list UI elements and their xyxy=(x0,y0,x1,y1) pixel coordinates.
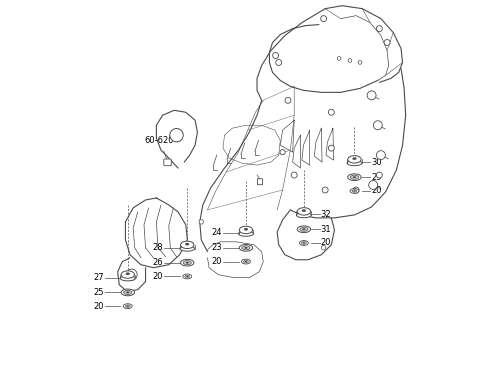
Circle shape xyxy=(199,220,204,224)
Ellipse shape xyxy=(121,289,134,296)
Ellipse shape xyxy=(242,246,250,250)
Text: 60-620: 60-620 xyxy=(144,136,174,145)
Circle shape xyxy=(273,53,278,59)
Ellipse shape xyxy=(180,241,194,248)
Ellipse shape xyxy=(125,305,130,307)
Ellipse shape xyxy=(350,188,359,193)
Ellipse shape xyxy=(243,260,248,263)
Text: 30: 30 xyxy=(371,158,382,167)
Text: 20: 20 xyxy=(211,257,222,266)
Ellipse shape xyxy=(120,276,135,281)
Text: 20: 20 xyxy=(321,238,331,247)
Circle shape xyxy=(328,145,335,151)
Circle shape xyxy=(276,59,282,65)
Ellipse shape xyxy=(300,241,308,245)
Ellipse shape xyxy=(126,292,129,293)
Text: 29: 29 xyxy=(371,173,382,182)
Circle shape xyxy=(369,181,378,189)
Ellipse shape xyxy=(350,175,359,179)
Ellipse shape xyxy=(301,242,306,244)
Circle shape xyxy=(321,16,326,22)
Text: 20: 20 xyxy=(153,272,163,281)
Ellipse shape xyxy=(126,273,130,275)
Circle shape xyxy=(126,269,137,280)
Circle shape xyxy=(337,57,341,60)
Circle shape xyxy=(373,121,382,130)
Ellipse shape xyxy=(123,304,132,308)
Circle shape xyxy=(376,26,383,32)
Ellipse shape xyxy=(244,228,248,231)
Circle shape xyxy=(437,257,442,262)
Ellipse shape xyxy=(186,276,188,277)
Ellipse shape xyxy=(245,247,247,248)
Ellipse shape xyxy=(302,229,305,230)
Ellipse shape xyxy=(127,305,129,307)
Ellipse shape xyxy=(352,189,357,192)
Circle shape xyxy=(376,151,385,160)
Circle shape xyxy=(353,187,359,193)
Ellipse shape xyxy=(354,190,355,191)
Text: 23: 23 xyxy=(211,243,222,252)
Ellipse shape xyxy=(347,160,362,166)
Circle shape xyxy=(291,172,297,178)
Ellipse shape xyxy=(245,261,247,262)
Ellipse shape xyxy=(300,227,308,231)
Ellipse shape xyxy=(348,174,361,181)
Text: 20: 20 xyxy=(94,302,104,311)
Text: 28: 28 xyxy=(153,243,163,252)
Ellipse shape xyxy=(183,274,192,279)
Ellipse shape xyxy=(186,262,189,263)
Text: 25: 25 xyxy=(94,288,104,297)
Ellipse shape xyxy=(183,261,192,265)
Ellipse shape xyxy=(239,231,253,236)
Ellipse shape xyxy=(121,271,134,278)
Text: 27: 27 xyxy=(94,273,104,282)
Ellipse shape xyxy=(241,259,251,264)
Circle shape xyxy=(285,97,291,103)
Circle shape xyxy=(170,129,183,142)
Ellipse shape xyxy=(297,213,312,218)
Ellipse shape xyxy=(353,176,356,178)
Circle shape xyxy=(376,172,383,178)
Ellipse shape xyxy=(185,275,190,278)
FancyBboxPatch shape xyxy=(257,179,263,185)
Text: 26: 26 xyxy=(153,258,163,267)
Ellipse shape xyxy=(180,246,195,251)
Ellipse shape xyxy=(348,156,361,163)
Circle shape xyxy=(348,59,352,62)
Circle shape xyxy=(280,150,285,155)
Text: 20: 20 xyxy=(371,186,382,195)
Circle shape xyxy=(384,40,390,46)
Ellipse shape xyxy=(353,157,356,160)
Text: 32: 32 xyxy=(321,210,331,219)
Ellipse shape xyxy=(297,208,311,215)
Ellipse shape xyxy=(124,290,132,294)
FancyBboxPatch shape xyxy=(164,159,171,166)
Circle shape xyxy=(328,109,335,115)
Circle shape xyxy=(322,187,328,193)
Ellipse shape xyxy=(302,210,306,212)
Text: 24: 24 xyxy=(211,228,222,238)
Circle shape xyxy=(322,245,326,250)
Ellipse shape xyxy=(180,259,194,266)
Ellipse shape xyxy=(303,242,305,244)
Circle shape xyxy=(358,60,362,64)
Text: 31: 31 xyxy=(321,225,331,234)
Ellipse shape xyxy=(239,226,252,234)
Circle shape xyxy=(367,91,376,100)
Ellipse shape xyxy=(185,243,189,245)
Ellipse shape xyxy=(239,244,252,251)
Ellipse shape xyxy=(297,226,311,233)
